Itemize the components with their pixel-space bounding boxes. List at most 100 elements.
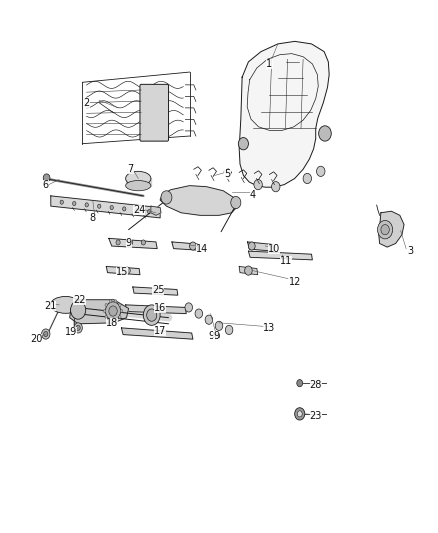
Circle shape (110, 206, 113, 209)
Circle shape (74, 323, 82, 333)
Text: 15: 15 (116, 266, 128, 277)
Circle shape (116, 240, 120, 245)
Circle shape (109, 319, 112, 322)
Text: 5: 5 (224, 169, 230, 180)
Text: 9: 9 (126, 238, 132, 248)
Circle shape (141, 240, 145, 245)
Circle shape (105, 303, 107, 306)
Circle shape (161, 191, 172, 204)
Polygon shape (109, 238, 157, 248)
Circle shape (109, 300, 112, 303)
Circle shape (185, 303, 193, 312)
Text: 28: 28 (310, 380, 322, 390)
Circle shape (319, 126, 331, 141)
Polygon shape (51, 196, 160, 218)
Circle shape (190, 242, 196, 250)
Circle shape (147, 309, 157, 321)
Polygon shape (247, 242, 274, 251)
Circle shape (85, 203, 88, 207)
Text: 1: 1 (266, 59, 272, 69)
Text: 19: 19 (65, 327, 77, 337)
Circle shape (42, 329, 50, 339)
Ellipse shape (50, 296, 81, 313)
Circle shape (123, 207, 126, 211)
Text: 13: 13 (263, 323, 276, 333)
Circle shape (76, 325, 80, 330)
Circle shape (120, 310, 123, 312)
Circle shape (105, 316, 107, 319)
Circle shape (143, 305, 160, 325)
Text: 12: 12 (289, 277, 301, 287)
Polygon shape (133, 287, 178, 295)
Circle shape (295, 408, 305, 420)
Polygon shape (70, 300, 129, 324)
Circle shape (73, 201, 76, 206)
Polygon shape (151, 206, 161, 215)
Circle shape (231, 196, 241, 209)
Text: 17: 17 (154, 327, 166, 336)
Circle shape (238, 138, 248, 150)
Circle shape (215, 321, 223, 330)
Text: 14: 14 (196, 244, 208, 254)
FancyBboxPatch shape (140, 84, 169, 141)
Circle shape (44, 332, 48, 337)
Circle shape (103, 310, 106, 312)
Circle shape (109, 306, 117, 316)
Polygon shape (126, 179, 151, 185)
Text: 10: 10 (268, 244, 280, 254)
Text: 22: 22 (73, 295, 86, 305)
Text: 3: 3 (407, 246, 413, 256)
Polygon shape (239, 266, 258, 274)
Polygon shape (106, 266, 140, 274)
Circle shape (297, 411, 302, 417)
Circle shape (248, 242, 255, 250)
Circle shape (114, 300, 117, 303)
Text: 2: 2 (83, 98, 90, 108)
Ellipse shape (126, 171, 151, 185)
Circle shape (381, 224, 389, 235)
Text: 11: 11 (280, 256, 293, 266)
Text: 18: 18 (106, 318, 118, 328)
Text: 6: 6 (42, 180, 49, 190)
Text: 9b: 9b (208, 330, 221, 341)
Circle shape (205, 315, 213, 324)
Polygon shape (379, 211, 404, 247)
Text: 7: 7 (127, 164, 134, 174)
Circle shape (114, 319, 117, 322)
Circle shape (119, 303, 121, 306)
Polygon shape (172, 242, 198, 250)
Circle shape (60, 200, 64, 204)
Polygon shape (121, 328, 193, 339)
Circle shape (148, 209, 151, 214)
Text: 20: 20 (30, 334, 42, 344)
Circle shape (317, 166, 325, 176)
Text: 4: 4 (250, 190, 256, 200)
Ellipse shape (126, 181, 151, 191)
Text: 9: 9 (213, 330, 219, 341)
Circle shape (98, 204, 101, 208)
Circle shape (106, 302, 120, 320)
Text: 16: 16 (154, 303, 166, 313)
Text: 25: 25 (152, 285, 164, 295)
Circle shape (378, 221, 392, 239)
Circle shape (129, 240, 133, 245)
Circle shape (245, 266, 252, 275)
Polygon shape (126, 305, 186, 313)
Circle shape (43, 174, 50, 182)
Circle shape (195, 309, 203, 318)
Circle shape (71, 301, 86, 319)
Polygon shape (160, 185, 238, 215)
Circle shape (254, 180, 262, 190)
Circle shape (124, 267, 130, 274)
Circle shape (225, 325, 233, 335)
Text: 23: 23 (310, 411, 322, 421)
Polygon shape (248, 251, 312, 260)
Polygon shape (239, 42, 329, 187)
Text: 24: 24 (133, 205, 145, 215)
Circle shape (272, 182, 280, 192)
Text: 21: 21 (44, 301, 56, 311)
Circle shape (135, 208, 138, 212)
Circle shape (119, 316, 121, 319)
Circle shape (303, 173, 311, 183)
Text: 8: 8 (90, 213, 96, 223)
